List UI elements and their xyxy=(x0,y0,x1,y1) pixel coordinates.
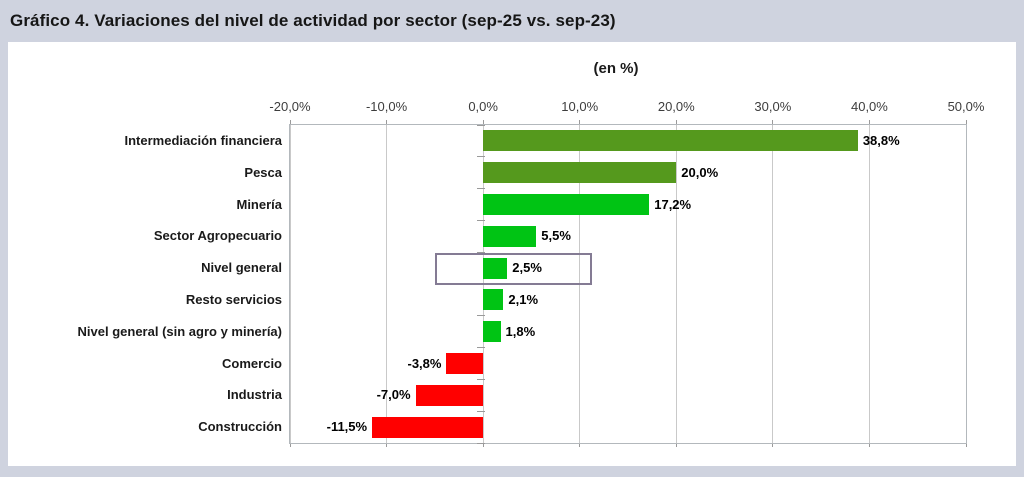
chart-subtitle: (en %) xyxy=(593,60,639,77)
x-axis-tick xyxy=(386,443,388,447)
highlight-box xyxy=(434,253,593,285)
category-axis-tick xyxy=(477,251,486,253)
bar xyxy=(372,416,484,438)
bar xyxy=(446,353,484,374)
x-axis-tick-label: -20,0% xyxy=(269,99,311,114)
category-label: Construcción xyxy=(198,419,282,435)
value-label: -3,8% xyxy=(407,355,442,371)
x-axis-tick xyxy=(965,120,967,125)
x-axis-tick xyxy=(772,120,774,125)
x-axis-tick xyxy=(772,443,774,447)
value-label: 5,5% xyxy=(541,228,571,244)
category-axis-tick xyxy=(477,124,486,126)
x-axis-tick-label: 10,0% xyxy=(561,99,599,114)
category-label: Industria xyxy=(227,387,282,403)
gridline xyxy=(868,125,870,443)
x-axis-tick-label: 40,0% xyxy=(850,99,888,114)
x-axis-tick-label: 50,0% xyxy=(947,99,985,114)
value-label: 38,8% xyxy=(862,133,900,148)
x-axis-tick xyxy=(482,120,484,125)
bar xyxy=(483,225,537,247)
x-axis-tick-label: 20,0% xyxy=(657,99,695,114)
x-axis-tick xyxy=(965,443,967,447)
x-axis-tick xyxy=(579,120,581,125)
bar xyxy=(483,162,677,184)
gridline xyxy=(772,125,774,443)
bar xyxy=(483,130,858,152)
value-label: 20,0% xyxy=(681,164,719,180)
value-label: 17,2% xyxy=(654,196,692,212)
bar xyxy=(483,257,508,279)
x-axis-tick-label: 30,0% xyxy=(754,99,792,114)
x-axis-tick xyxy=(289,120,291,125)
x-axis-tick xyxy=(289,443,291,447)
category-axis-tick xyxy=(477,410,486,412)
x-axis-tick xyxy=(579,443,581,447)
category-label: Nivel general xyxy=(201,260,282,276)
value-label: 1,8% xyxy=(505,323,536,339)
value-label: 2,5% xyxy=(512,260,542,276)
bar xyxy=(415,384,484,406)
x-axis-tick xyxy=(675,120,677,125)
gridline xyxy=(386,125,388,443)
category-axis-tick xyxy=(477,347,486,349)
bar xyxy=(483,289,504,311)
category-axis-tick xyxy=(477,156,486,158)
x-axis-tick xyxy=(868,120,870,125)
bar xyxy=(483,194,650,215)
category-axis-tick xyxy=(477,219,486,221)
x-axis-tick xyxy=(675,443,677,447)
category-axis-tick xyxy=(477,315,486,317)
gridline xyxy=(675,125,677,443)
gridline xyxy=(289,125,291,443)
x-axis-tick xyxy=(482,443,484,447)
category-axis-tick xyxy=(477,442,486,444)
bar xyxy=(483,321,501,343)
x-axis-tick xyxy=(868,443,870,447)
x-axis-tick-label: -10,0% xyxy=(365,99,408,114)
plot-border xyxy=(289,124,967,444)
chart-card: (en %) -20,0% -10,0% 0,0% 10,0% 20,0% 30,0% 40… xyxy=(8,42,1016,466)
category-axis-tick xyxy=(477,378,486,380)
category-label: Resto servicios xyxy=(185,292,282,307)
category-label: Intermediación financiera xyxy=(124,133,283,148)
category-label: Sector Agropecuario xyxy=(153,228,282,244)
value-label: -7,0% xyxy=(376,387,411,403)
category-label: Pesca xyxy=(244,164,282,180)
category-label: Comercio xyxy=(222,355,282,371)
x-axis-tick-label: 0,0% xyxy=(468,99,498,114)
chart-title: Gráfico 4. Variaciones del nivel de acti… xyxy=(10,11,616,30)
value-label: 2,1% xyxy=(508,292,539,307)
value-label: -11,5% xyxy=(326,419,368,435)
category-axis-tick xyxy=(477,188,486,190)
category-label: Minería xyxy=(236,196,282,212)
category-label: Nivel general (sin agro y minería) xyxy=(77,323,282,339)
x-axis-tick xyxy=(386,120,388,125)
